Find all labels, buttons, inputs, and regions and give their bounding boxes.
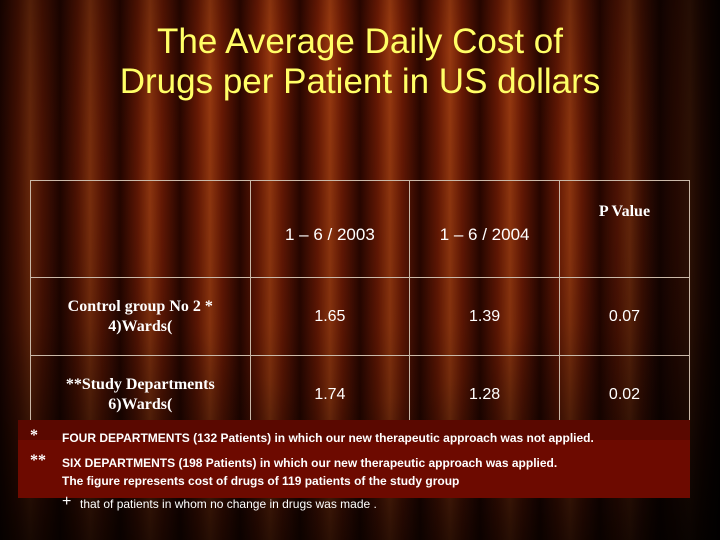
slide-title: The Average Daily Cost of Drugs per Pati…	[40, 22, 680, 102]
footnote-4-text: that of patients in whom no change in dr…	[80, 497, 377, 511]
footnote-4-mark: +	[62, 493, 72, 510]
row-label-line-1: **Study Departments	[65, 375, 215, 393]
header-2003: 1 – 6 / 2003	[249, 180, 411, 278]
table-row: Control group No 2 * 4)Wards( 1.65 1.39 …	[30, 277, 691, 356]
header-p-value: P Value	[558, 180, 691, 278]
table-header-row: 1 – 6 / 2003 1 – 6 / 2004 P Value	[30, 180, 691, 278]
title-line-2: Drugs per Patient in US dollars	[119, 62, 601, 101]
footnote-1-text: FOUR DEPARTMENTS (132 Patients) in which…	[62, 431, 594, 445]
title-line-1: The Average Daily Cost of	[157, 22, 563, 61]
cost-table: 1 – 6 / 2003 1 – 6 / 2004 P Value Contro…	[30, 180, 691, 434]
cell-p-value: 0.07	[558, 277, 691, 356]
row-label-line-2: 6)Wards(	[108, 395, 173, 413]
row-label-line-2: 4)Wards(	[108, 317, 173, 335]
footnote-2-text: SIX DEPARTMENTS (198 Patients) in which …	[62, 456, 558, 470]
header-empty-cell	[30, 180, 251, 278]
footnote-2-mark: **	[30, 452, 46, 469]
footnote-3-text: The figure represents cost of drugs of 1…	[62, 474, 460, 488]
row-label-line-1: Control group No 2 *	[67, 297, 213, 315]
cell-2004: 1.39	[409, 277, 560, 356]
cell-2003: 1.65	[249, 277, 411, 356]
header-2004: 1 – 6 / 2004	[409, 180, 560, 278]
row-label: Control group No 2 * 4)Wards(	[30, 277, 251, 356]
footnote-band-shade	[18, 440, 690, 498]
footnote-1-mark: *	[30, 427, 38, 444]
